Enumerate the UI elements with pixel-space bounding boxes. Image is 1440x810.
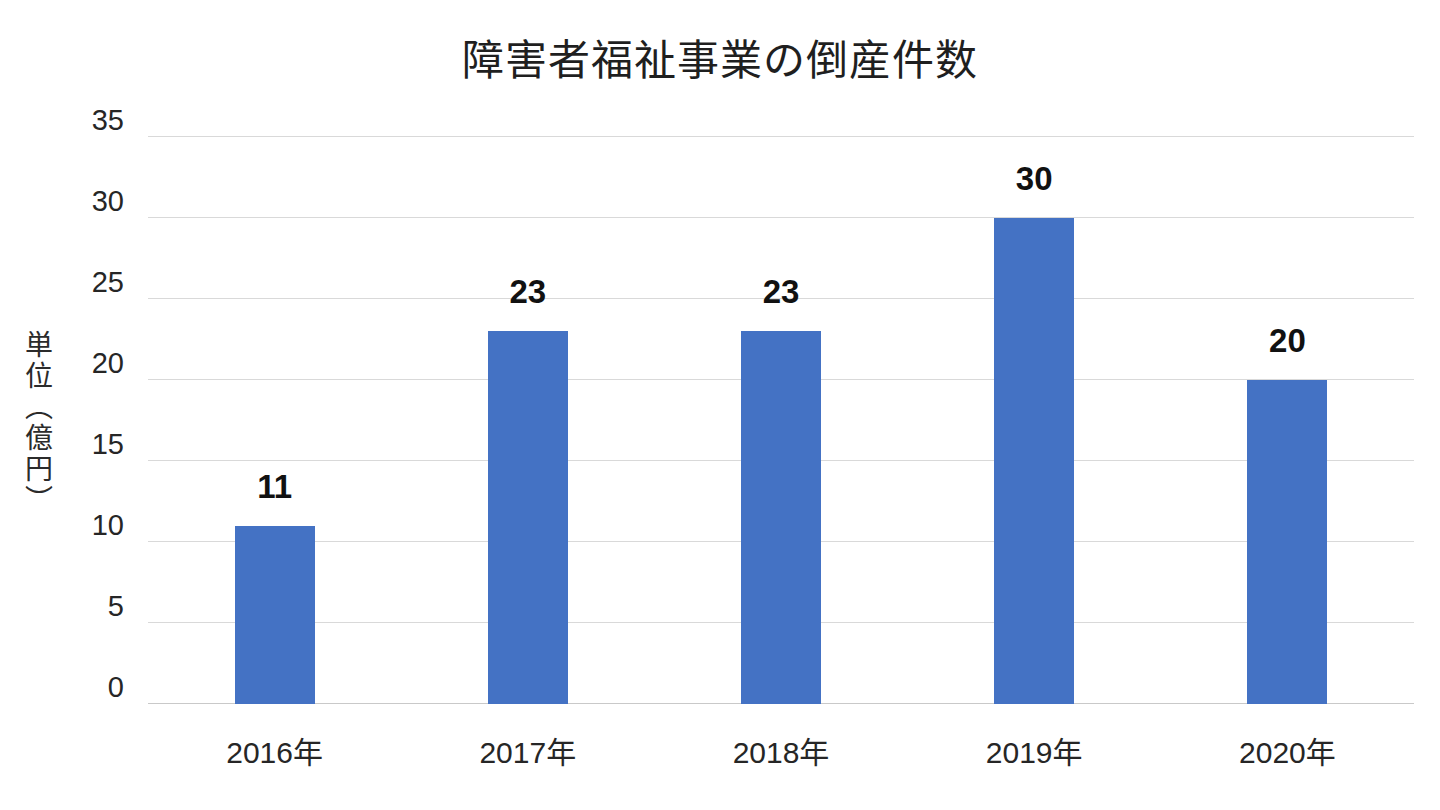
bar-value-label: 11 (257, 470, 292, 503)
y-tick-label: 5 (108, 590, 124, 623)
bar-value-label: 20 (1269, 324, 1306, 357)
y-tick-label: 20 (92, 347, 124, 380)
x-tick-label: 2018年 (733, 728, 830, 772)
bar-value-label: 23 (509, 275, 546, 308)
chart-title: 障害者福祉事業の倒産件数 (0, 38, 1440, 84)
x-tick-label: 2016年 (226, 728, 323, 772)
gridline (148, 136, 1414, 137)
chart-canvas: 障害者福祉事業の倒産件数 単位（億円） 0 5 10 15 20 25 30 35 11 2016… (0, 0, 1440, 810)
bar-2018年 (741, 331, 821, 704)
x-tick-label: 2019年 (986, 728, 1083, 772)
bar-value-label: 30 (1016, 162, 1053, 195)
gridline (148, 217, 1414, 218)
bar-2016年 (235, 526, 315, 704)
y-tick-label: 10 (92, 509, 124, 542)
plot-area: 05101520253035112016年232017年232018年30201… (148, 137, 1414, 704)
y-axis-title: 単位（億円） (16, 330, 56, 516)
x-tick-label: 2020年 (1239, 728, 1336, 772)
y-tick-label: 35 (92, 104, 124, 137)
bar-2020年 (1247, 380, 1327, 704)
y-tick-label: 25 (92, 266, 124, 299)
bar-2019年 (994, 218, 1074, 704)
y-tick-label: 30 (92, 185, 124, 218)
x-tick-label: 2017年 (479, 728, 576, 772)
y-tick-label: 15 (92, 428, 124, 461)
bar-2017年 (488, 331, 568, 704)
y-tick-label: 0 (108, 671, 124, 704)
bar-value-label: 23 (763, 275, 800, 308)
